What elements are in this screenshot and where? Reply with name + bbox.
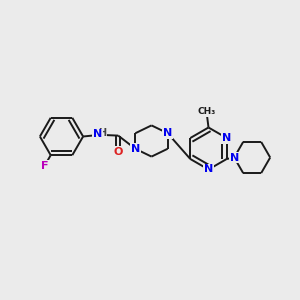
Text: N: N: [131, 144, 140, 154]
Text: N: N: [163, 128, 172, 138]
Text: N: N: [222, 133, 231, 143]
Text: N: N: [93, 129, 102, 140]
Text: F: F: [40, 161, 48, 171]
Text: O: O: [113, 147, 123, 157]
Text: H: H: [98, 128, 106, 139]
Text: CH₃: CH₃: [198, 107, 216, 116]
Text: N: N: [230, 152, 239, 163]
Text: N: N: [204, 164, 213, 175]
